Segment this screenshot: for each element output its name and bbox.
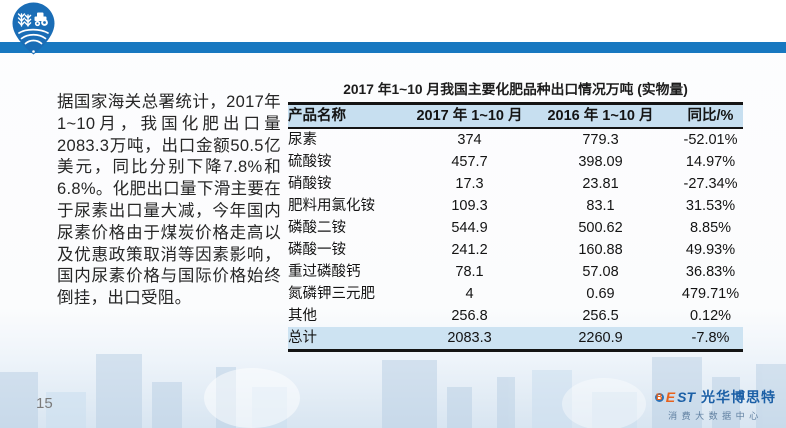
cell-product: 重过磷酸钙 — [288, 264, 361, 280]
table-row: 肥料用氯化铵 109.3 83.1 31.53% — [288, 195, 743, 217]
table-row: 硝酸铵 17.3 23.81 -27.34% — [288, 173, 743, 195]
cell-yoy: 0.12% — [689, 308, 732, 324]
table-row: 其他 256.8 256.5 0.12% — [288, 305, 743, 327]
cell-2016: 779.3 — [582, 132, 619, 148]
cell-2017: 4 — [465, 286, 474, 302]
cell-2017: 78.1 — [455, 264, 484, 280]
cell-yoy: 8.85% — [689, 220, 732, 236]
cell-2016: 23.81 — [582, 176, 619, 192]
intro-paragraph: 据国家海关总署统计，2017年1~10月，我国化肥出口量2083.3万吨，出口金… — [57, 93, 281, 308]
cell-product: 磷酸一铵 — [288, 242, 346, 258]
cell-product: 氮磷钾三元肥 — [288, 286, 375, 302]
cell-product: 硝酸铵 — [288, 176, 332, 192]
table-total-row: 总计 2083.3 2260.9 -7.8% — [288, 327, 743, 351]
cell-2017: 256.8 — [451, 308, 488, 324]
cell-2016: 500.62 — [578, 220, 623, 236]
cell-2017: 374 — [457, 132, 482, 148]
slide-header — [0, 0, 786, 53]
cell-product: 硫酸铵 — [288, 154, 332, 170]
col-header-yoy: 同比/% — [678, 103, 743, 129]
col-header-2017: 2017 年 1~10 月 — [416, 103, 523, 129]
skyline-graphic — [0, 354, 786, 428]
cell-yoy: 36.83% — [685, 264, 736, 280]
cell-yoy: 479.71% — [681, 286, 740, 302]
cell-product: 磷酸二铵 — [288, 220, 346, 236]
cell-2017: 544.9 — [451, 220, 488, 236]
cell-yoy: -27.34% — [683, 176, 738, 192]
city-skyline-watermark — [0, 340, 786, 428]
export-table-section: 2017 年1~10 月我国主要化肥品种出口情况万吨 (实物量) 产品名称 20… — [288, 78, 743, 352]
page-number: 15 — [36, 395, 53, 412]
table-row: 硫酸铵 457.7 398.09 14.97% — [288, 151, 743, 173]
cell-yoy: -52.01% — [683, 132, 738, 148]
cell-product: 总计 — [288, 327, 416, 351]
brand-logo: B E ST 光华博思特 消费大数据中心 — [654, 387, 776, 422]
cell-2017: 2083.3 — [416, 327, 523, 351]
cell-2017: 109.3 — [451, 198, 488, 214]
col-header-2016: 2016 年 1~10 月 — [523, 103, 678, 129]
table-row: 尿素 374 779.3 -52.01% — [288, 128, 743, 151]
table-title: 2017 年1~10 月我国主要化肥品种出口情况万吨 (实物量) — [343, 82, 688, 97]
cell-2016: 83.1 — [586, 198, 615, 214]
cell-product: 肥料用氯化铵 — [288, 198, 375, 214]
col-header-product: 产品名称 — [288, 103, 416, 129]
cell-2016: 2260.9 — [523, 327, 678, 351]
cell-yoy: 49.93% — [685, 242, 736, 258]
cell-2017: 457.7 — [451, 154, 488, 170]
header-accent-bar — [0, 42, 786, 53]
cell-product: 尿素 — [288, 132, 317, 148]
agriculture-pin-logo-icon — [10, 1, 57, 60]
brand-name-en-accent: E — [665, 389, 676, 405]
brand-name-en: ST — [677, 389, 695, 405]
brand-name-cn: 光华博思特 — [701, 389, 776, 405]
cell-2017: 241.2 — [451, 242, 488, 258]
cell-yoy: 14.97% — [685, 154, 736, 170]
table-row: 磷酸一铵 241.2 160.88 49.93% — [288, 239, 743, 261]
table-row: 磷酸二铵 544.9 500.62 8.85% — [288, 217, 743, 239]
cell-yoy: -7.8% — [678, 327, 743, 351]
cell-product: 其他 — [288, 308, 317, 324]
cell-2016: 398.09 — [578, 154, 623, 170]
table-header-row: 产品名称 2017 年 1~10 月 2016 年 1~10 月 同比/% — [288, 103, 743, 129]
cell-2016: 57.08 — [582, 264, 619, 280]
cell-2016: 256.5 — [582, 308, 619, 324]
table-row: 氮磷钾三元肥 4 0.69 479.71% — [288, 283, 743, 305]
cell-2016: 160.88 — [578, 242, 623, 258]
brand-subtitle: 消费大数据中心 — [668, 411, 763, 421]
table-row: 重过磷酸钙 78.1 57.08 36.83% — [288, 261, 743, 283]
brand-logo-row: B E ST 光华博思特 — [654, 387, 776, 407]
cell-2016: 0.69 — [586, 286, 615, 302]
export-table: 产品名称 2017 年 1~10 月 2016 年 1~10 月 同比/% 尿素… — [288, 102, 743, 352]
cell-yoy: 31.53% — [685, 198, 736, 214]
best-logo-icon: B — [654, 391, 664, 402]
cell-2017: 17.3 — [455, 176, 484, 192]
